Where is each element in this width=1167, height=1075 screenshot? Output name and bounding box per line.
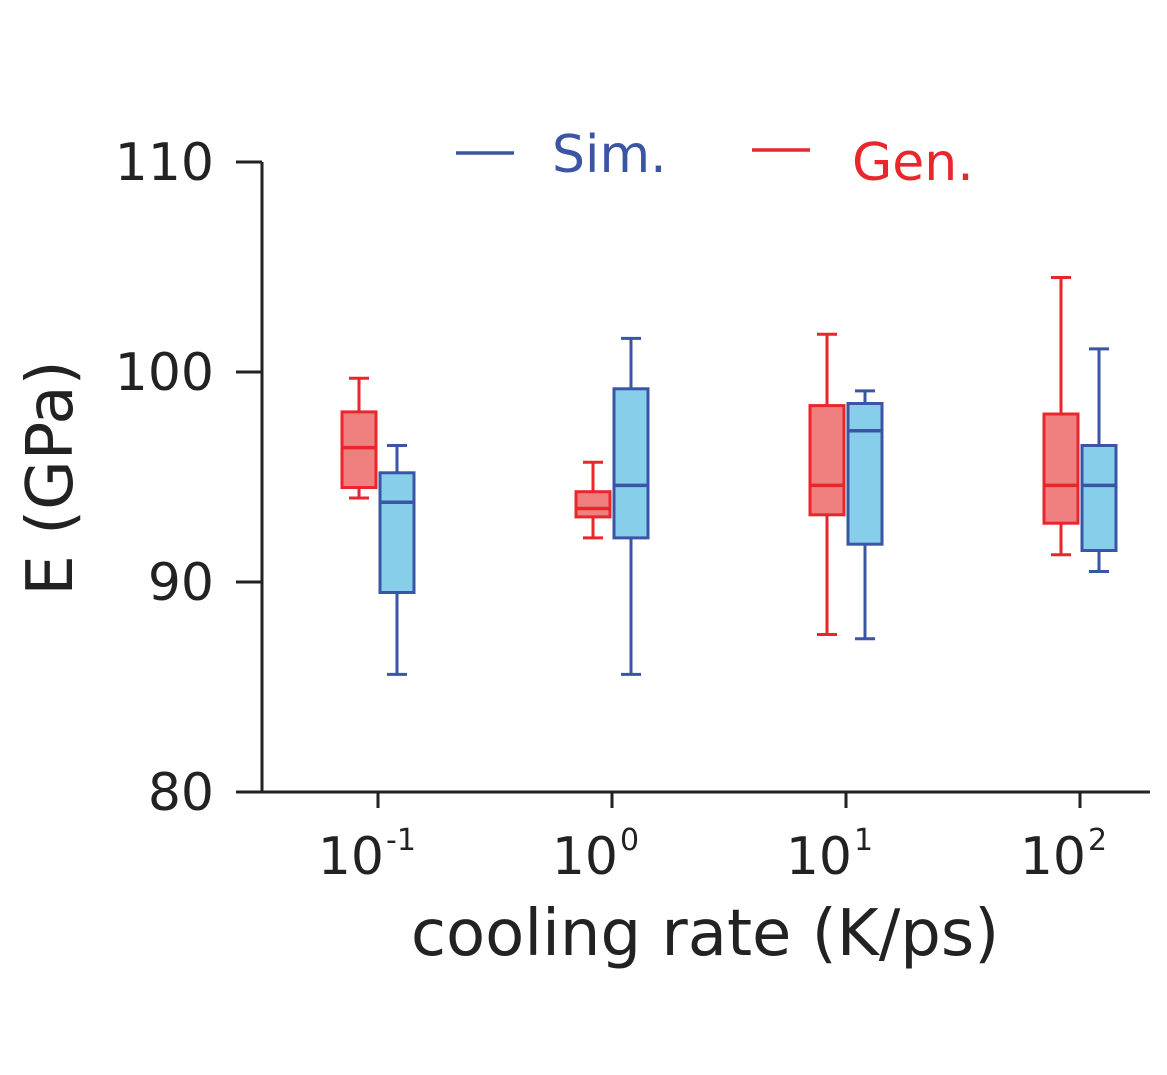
legend-item-sim: Sim. <box>456 125 667 185</box>
box-sim <box>612 336 650 676</box>
x-tick-exponent: 0 <box>620 823 639 858</box>
y-axis-label: E (GPa) <box>14 360 88 595</box>
y-tick-label: 80 <box>148 763 214 823</box>
x-tick-label: 10 2 <box>1020 823 1107 887</box>
y-tick-label: 90 <box>148 553 214 613</box>
box-sim <box>378 444 416 676</box>
legend-label: Sim. <box>552 125 667 185</box>
legend: Sim. Gen. <box>456 125 974 193</box>
x-tick-label: 10 -1 <box>318 823 416 887</box>
box-iqr <box>1042 412 1080 525</box>
x-tick-exponent: 2 <box>1088 823 1107 858</box>
x-tick-base: 10 <box>552 827 618 887</box>
boxes <box>340 276 1118 676</box>
legend-label: Gen. <box>852 133 974 193</box>
box-iqr <box>808 404 846 517</box>
box-sim <box>1080 347 1118 573</box>
box-iqr <box>1080 444 1118 552</box>
box-iqr <box>574 490 612 519</box>
y-tick-label: 110 <box>115 133 214 193</box>
x-tick-exponent: -1 <box>386 823 416 858</box>
box-sim <box>846 389 884 641</box>
x-tick-base: 10 <box>786 827 852 887</box>
x-tick-label: 10 0 <box>552 823 639 887</box>
box-gen <box>808 332 846 636</box>
box-iqr <box>846 402 884 546</box>
box-iqr <box>612 387 650 540</box>
x-axis-label: cooling rate (K/ps) <box>411 897 999 971</box>
box-gen <box>340 376 378 500</box>
legend-item-gen: Gen. <box>752 133 974 193</box>
x-tick-base: 10 <box>1020 827 1086 887</box>
x-tick-label: 10 1 <box>786 823 873 887</box>
x-tick-base: 10 <box>318 827 384 887</box>
box-iqr <box>340 410 378 489</box>
box-iqr <box>378 471 416 594</box>
box-gen <box>574 460 612 540</box>
x-tick-exponent: 1 <box>854 823 873 858</box>
y-tick-label: 100 <box>115 343 214 403</box>
box-gen <box>1042 276 1080 557</box>
